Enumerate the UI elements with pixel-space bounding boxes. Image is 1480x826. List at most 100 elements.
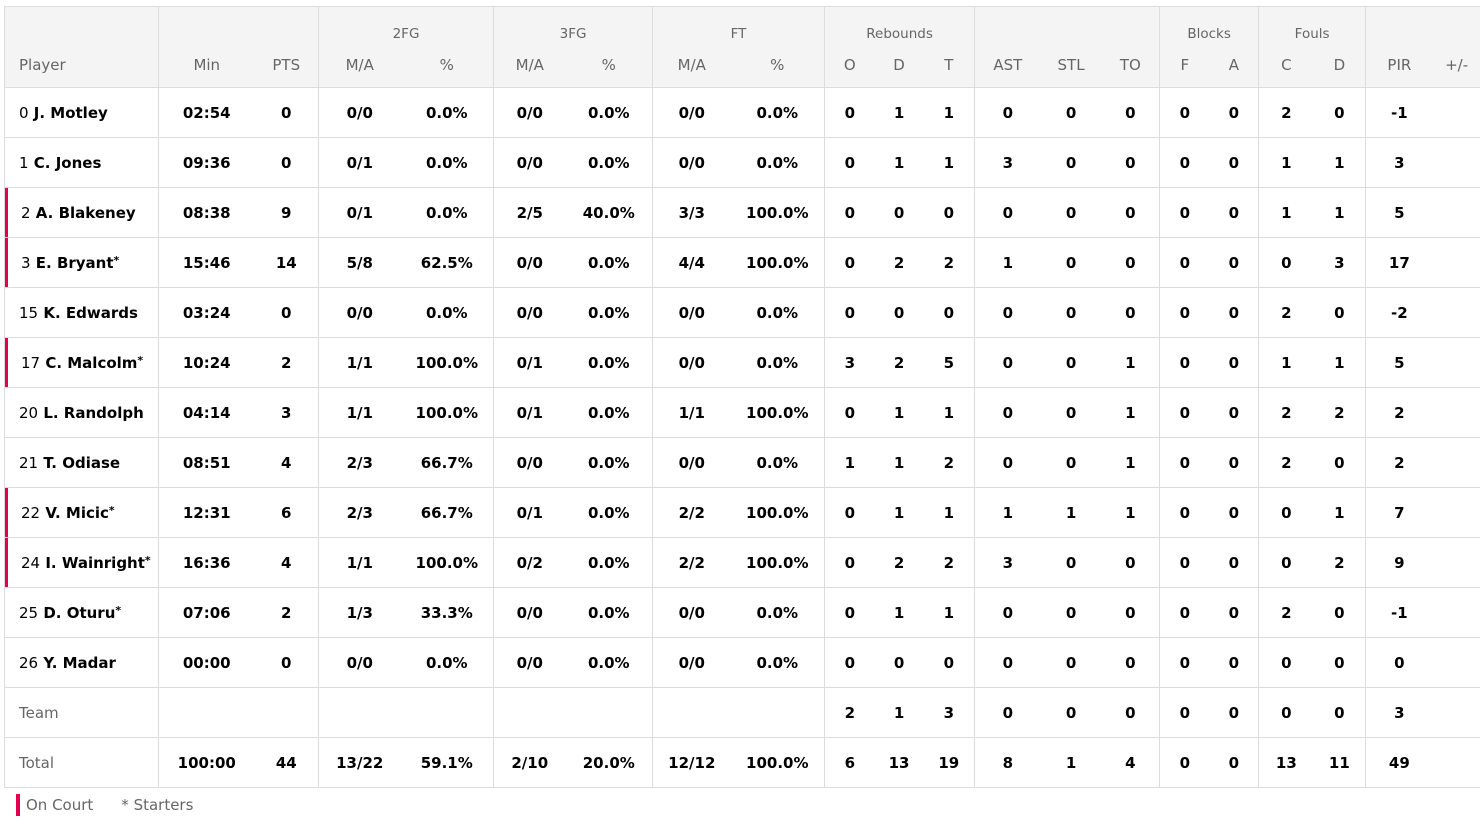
stat-: 0.0%	[565, 387, 653, 438]
player-row: 0 J. Motley 02:54 0 0/0 0.0% 0/0 0.0% 0/0 0.0% 0 1…	[4, 87, 1480, 138]
column-header[interactable]: +/-	[1432, 43, 1480, 88]
column-header[interactable]: M/A	[318, 43, 401, 88]
stat-to: 0	[1101, 687, 1160, 738]
column-header[interactable]: PTS	[254, 43, 319, 88]
stat-d: 3	[1313, 237, 1366, 288]
stat-o: 0	[824, 537, 875, 588]
stat-pts	[254, 687, 319, 738]
group-header	[254, 6, 319, 43]
group-header: Fouls	[1258, 6, 1366, 43]
column-header[interactable]: PIR	[1365, 43, 1433, 88]
player-name[interactable]: L. Randolph	[43, 403, 144, 422]
stat-stl: 0	[1040, 287, 1102, 338]
stat-pir: 7	[1365, 487, 1433, 538]
column-header[interactable]: %	[565, 43, 653, 88]
player-name[interactable]: K. Edwards	[43, 303, 138, 322]
stat-d: 11	[1313, 737, 1366, 788]
stat-ast: 1	[974, 487, 1041, 538]
player-name[interactable]: I. Wainright	[45, 553, 145, 572]
stat-a: 0	[1209, 237, 1259, 288]
player-cell: 22 V. Micic*	[4, 487, 159, 538]
column-header[interactable]: M/A	[652, 43, 731, 88]
stat-: 62.5%	[400, 237, 494, 288]
stat-ma: 0/0	[493, 637, 566, 688]
jersey-number: 3	[21, 253, 31, 272]
stat-t: 0	[923, 637, 975, 688]
column-header[interactable]: A	[1209, 43, 1259, 88]
total-row: Total 100:00 44 13/22 59.1% 2/10 20.0% 12/12 100…	[4, 737, 1480, 788]
column-header[interactable]: TO	[1101, 43, 1160, 88]
stat-t: 2	[923, 537, 975, 588]
stat-d: 0	[1313, 287, 1366, 338]
stat-ma: 0/1	[318, 137, 401, 188]
column-header[interactable]: Min	[158, 43, 255, 88]
column-header[interactable]: C	[1258, 43, 1314, 88]
column-header[interactable]: %	[730, 43, 825, 88]
stat-	[1432, 537, 1480, 588]
jersey-number: 26	[19, 653, 39, 672]
stat-stl: 0	[1040, 137, 1102, 188]
stat-d: 1	[874, 87, 924, 138]
stat-o: 0	[824, 237, 875, 288]
stat-pts: 9	[254, 187, 319, 238]
stat-c: 1	[1258, 137, 1314, 188]
stat-t: 0	[923, 287, 975, 338]
column-header[interactable]: O	[824, 43, 875, 88]
stat-c: 0	[1258, 237, 1314, 288]
stat-ma: 0/0	[652, 437, 731, 488]
column-header[interactable]: D	[874, 43, 924, 88]
stat-ma: 0/2	[493, 537, 566, 588]
stat-t: 1	[923, 87, 975, 138]
column-header[interactable]: F	[1159, 43, 1210, 88]
player-name[interactable]: C. Malcolm	[45, 353, 138, 372]
stat-f: 0	[1159, 387, 1210, 438]
stat-ast: 0	[974, 387, 1041, 438]
jersey-number: 21	[19, 453, 39, 472]
header-group-row: 2FG 3FG FT Rebounds Blocks Fouls	[4, 6, 1480, 43]
stat-pts: 4	[254, 537, 319, 588]
column-header[interactable]: %	[400, 43, 494, 88]
column-header[interactable]: T	[923, 43, 975, 88]
stat-pts: 0	[254, 137, 319, 188]
stat-a: 0	[1209, 487, 1259, 538]
column-header[interactable]: STL	[1040, 43, 1102, 88]
stat-to: 1	[1101, 437, 1160, 488]
stat-stl: 0	[1040, 337, 1102, 388]
stat-f: 0	[1159, 237, 1210, 288]
player-name[interactable]: Y. Madar	[43, 653, 116, 672]
column-header[interactable]: D	[1313, 43, 1366, 88]
stat-ma: 1/1	[318, 537, 401, 588]
stat-ma: 0/0	[652, 137, 731, 188]
player-name[interactable]: V. Micic	[45, 503, 109, 522]
stat-ma: 0/0	[493, 437, 566, 488]
stat-f: 0	[1159, 537, 1210, 588]
stat-t: 1	[923, 387, 975, 438]
stat-ast: 0	[974, 587, 1041, 638]
stat-a: 0	[1209, 187, 1259, 238]
stat-ma: 12/12	[652, 737, 731, 788]
stat-	[1432, 687, 1480, 738]
stat-pts: 2	[254, 337, 319, 388]
player-name[interactable]: C. Jones	[33, 153, 102, 172]
stat-ma: 0/0	[318, 87, 401, 138]
player-name[interactable]: E. Bryant	[35, 253, 114, 272]
stat-ma: 13/22	[318, 737, 401, 788]
stat-to: 4	[1101, 737, 1160, 788]
stat-pir: -1	[1365, 87, 1433, 138]
stat-c: 2	[1258, 87, 1314, 138]
column-header[interactable]: AST	[974, 43, 1041, 88]
player-row: 22 V. Micic* 12:31 6 2/3 66.7% 0/1 0.0% 2/2 100.…	[4, 487, 1480, 538]
stat-t: 3	[923, 687, 975, 738]
stat-o: 0	[824, 287, 875, 338]
stat-: 0.0%	[400, 87, 494, 138]
jersey-number: 20	[19, 403, 39, 422]
column-header[interactable]: Player	[4, 43, 159, 88]
player-row: 26 Y. Madar 00:00 0 0/0 0.0% 0/0 0.0% 0/0 0.0% 0 0…	[4, 637, 1480, 688]
player-name[interactable]: D. Oturu	[43, 603, 116, 622]
player-name[interactable]: J. Motley	[33, 103, 108, 122]
player-name[interactable]: A. Blakeney	[35, 203, 136, 222]
stat-o: 0	[824, 587, 875, 638]
column-header[interactable]: M/A	[493, 43, 566, 88]
player-name[interactable]: T. Odiase	[43, 453, 121, 472]
stat-pts: 0	[254, 87, 319, 138]
